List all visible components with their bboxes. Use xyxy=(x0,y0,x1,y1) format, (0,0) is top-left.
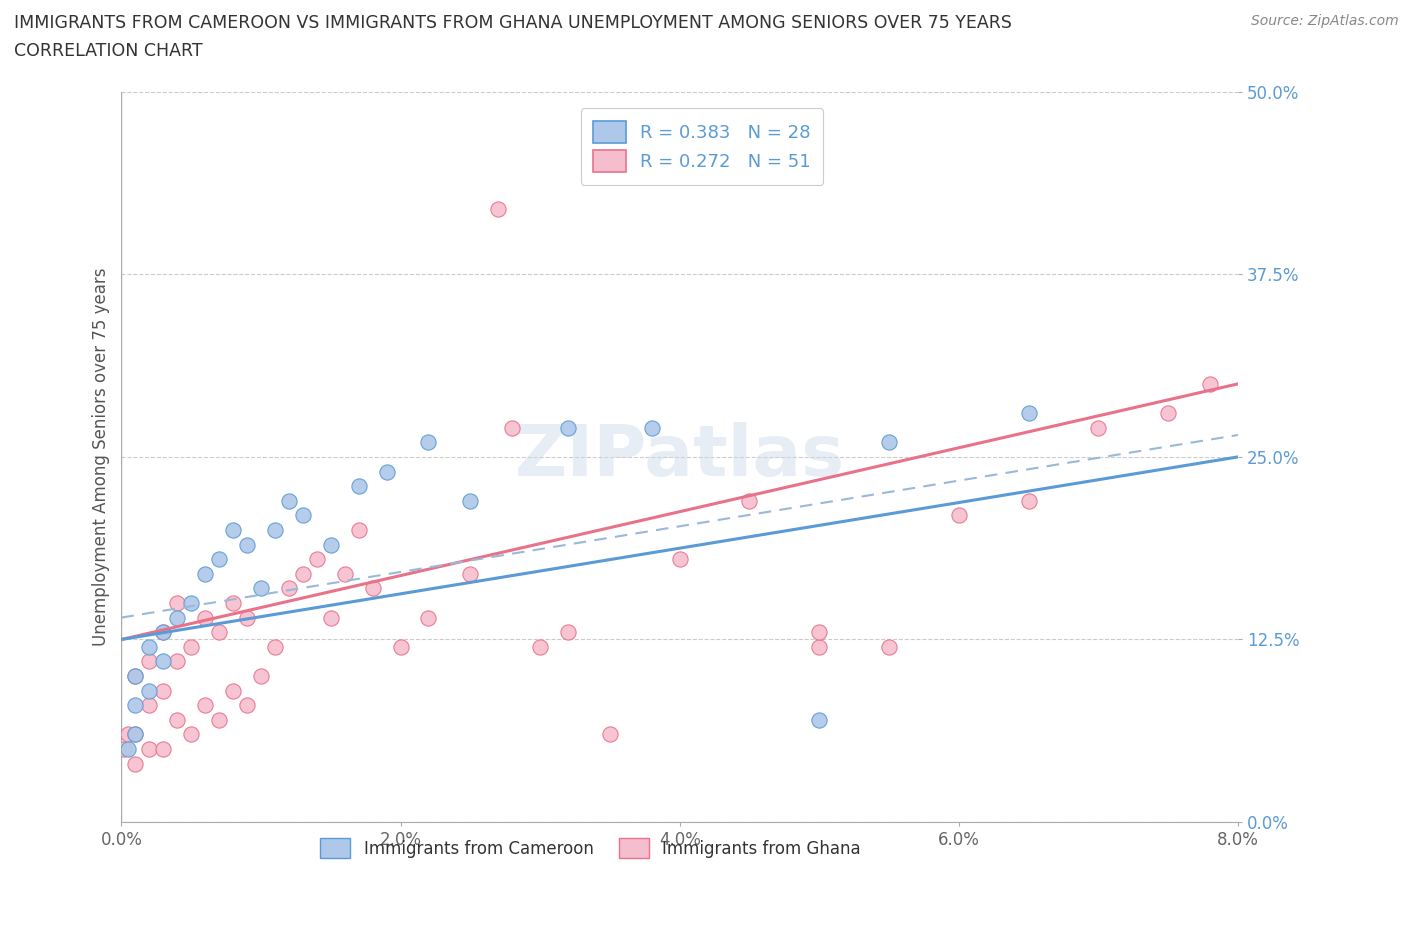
Point xyxy=(138,684,160,698)
Point xyxy=(460,566,482,581)
Point xyxy=(808,639,831,654)
Point xyxy=(236,538,259,552)
Point xyxy=(180,727,202,742)
Point xyxy=(180,639,202,654)
Point xyxy=(152,654,174,669)
Point xyxy=(557,420,579,435)
Point xyxy=(264,639,287,654)
Point xyxy=(117,741,139,756)
Point xyxy=(668,551,690,566)
Point xyxy=(152,684,174,698)
Point xyxy=(347,523,370,538)
Point xyxy=(948,508,970,523)
Point xyxy=(166,610,188,625)
Point xyxy=(138,639,160,654)
Point xyxy=(277,493,299,508)
Point xyxy=(808,712,831,727)
Text: ZIPatlas: ZIPatlas xyxy=(515,422,845,491)
Point xyxy=(208,712,231,727)
Point xyxy=(486,201,509,216)
Point xyxy=(180,595,202,610)
Point xyxy=(124,669,146,684)
Point xyxy=(264,523,287,538)
Point xyxy=(1018,493,1040,508)
Point xyxy=(877,435,900,450)
Point xyxy=(319,538,342,552)
Point xyxy=(222,595,245,610)
Point xyxy=(194,566,217,581)
Point xyxy=(124,698,146,712)
Point xyxy=(319,610,342,625)
Point xyxy=(1087,420,1109,435)
Point xyxy=(738,493,761,508)
Point xyxy=(641,420,664,435)
Point xyxy=(222,523,245,538)
Point xyxy=(117,727,139,742)
Point xyxy=(194,698,217,712)
Point xyxy=(277,581,299,596)
Point xyxy=(124,727,146,742)
Point xyxy=(347,479,370,494)
Point xyxy=(208,625,231,640)
Point xyxy=(208,551,231,566)
Point xyxy=(166,595,188,610)
Point xyxy=(166,654,188,669)
Point xyxy=(291,566,314,581)
Point xyxy=(138,654,160,669)
Point xyxy=(333,566,356,581)
Point xyxy=(460,493,482,508)
Legend: Immigrants from Cameroon, Immigrants from Ghana: Immigrants from Cameroon, Immigrants fro… xyxy=(314,831,868,865)
Point xyxy=(291,508,314,523)
Point xyxy=(152,741,174,756)
Y-axis label: Unemployment Among Seniors over 75 years: Unemployment Among Seniors over 75 years xyxy=(93,268,110,646)
Point xyxy=(250,669,273,684)
Point xyxy=(152,625,174,640)
Point xyxy=(361,581,384,596)
Point xyxy=(166,712,188,727)
Point xyxy=(375,464,398,479)
Point xyxy=(1157,405,1180,420)
Point xyxy=(152,625,174,640)
Text: IMMIGRANTS FROM CAMEROON VS IMMIGRANTS FROM GHANA UNEMPLOYMENT AMONG SENIORS OVE: IMMIGRANTS FROM CAMEROON VS IMMIGRANTS F… xyxy=(14,14,1012,32)
Point xyxy=(138,698,160,712)
Point xyxy=(124,756,146,771)
Point xyxy=(222,684,245,698)
Point xyxy=(389,639,412,654)
Point xyxy=(1018,405,1040,420)
Point xyxy=(557,625,579,640)
Point xyxy=(236,610,259,625)
Point xyxy=(124,669,146,684)
Point xyxy=(112,741,135,756)
Point xyxy=(529,639,551,654)
Point xyxy=(236,698,259,712)
Point xyxy=(501,420,523,435)
Point xyxy=(808,625,831,640)
Point xyxy=(877,639,900,654)
Text: Source: ZipAtlas.com: Source: ZipAtlas.com xyxy=(1251,14,1399,28)
Text: CORRELATION CHART: CORRELATION CHART xyxy=(14,42,202,60)
Point xyxy=(305,551,328,566)
Point xyxy=(124,727,146,742)
Point xyxy=(418,610,440,625)
Point xyxy=(1199,377,1222,392)
Point xyxy=(418,435,440,450)
Point xyxy=(138,741,160,756)
Point xyxy=(599,727,621,742)
Point xyxy=(194,610,217,625)
Point xyxy=(250,581,273,596)
